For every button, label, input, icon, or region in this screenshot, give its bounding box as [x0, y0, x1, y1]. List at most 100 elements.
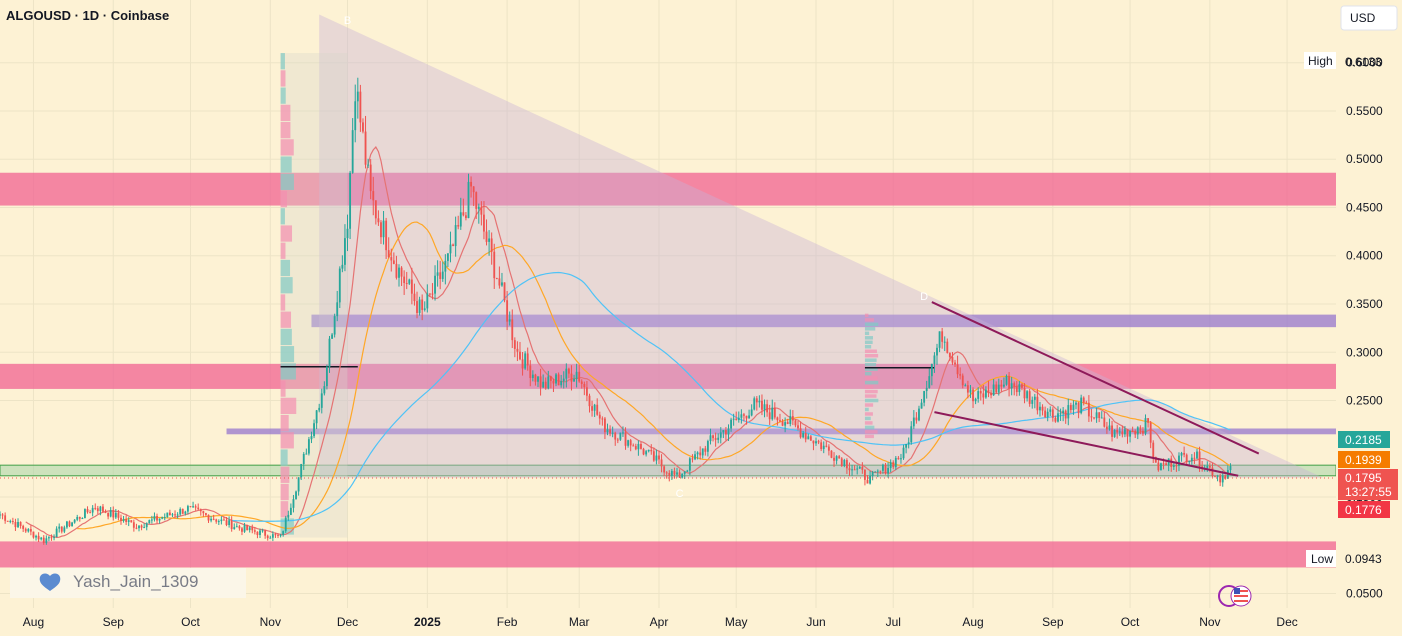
candle[interactable] — [228, 516, 231, 528]
candle[interactable] — [372, 176, 375, 216]
candle[interactable] — [645, 449, 648, 457]
candle[interactable] — [871, 470, 874, 481]
candle[interactable] — [410, 267, 413, 305]
candle[interactable] — [96, 505, 99, 515]
zone-mid-pink[interactable] — [0, 363, 1336, 389]
candle[interactable] — [480, 201, 483, 226]
candle[interactable] — [1057, 406, 1059, 423]
candle[interactable] — [1118, 427, 1121, 437]
candle[interactable] — [354, 84, 357, 143]
candle[interactable] — [153, 512, 156, 522]
candle[interactable] — [359, 84, 362, 132]
candle[interactable] — [86, 506, 89, 514]
candle[interactable] — [959, 367, 962, 380]
candle[interactable] — [112, 506, 115, 521]
candle[interactable] — [776, 416, 779, 426]
candle[interactable] — [984, 386, 987, 399]
candle[interactable] — [235, 523, 238, 528]
candle[interactable] — [706, 439, 709, 457]
candle[interactable] — [915, 412, 918, 424]
candle[interactable] — [516, 341, 519, 362]
candle[interactable] — [380, 220, 382, 244]
candle[interactable] — [552, 378, 555, 392]
candle[interactable] — [6, 520, 9, 522]
candle[interactable] — [63, 525, 66, 534]
candle[interactable] — [802, 430, 805, 439]
candle[interactable] — [1185, 453, 1188, 465]
candle[interactable] — [60, 526, 63, 534]
candle[interactable] — [997, 378, 1000, 396]
candle[interactable] — [694, 450, 696, 461]
candle[interactable] — [71, 521, 74, 527]
candle[interactable] — [1003, 377, 1005, 388]
candle[interactable] — [691, 454, 694, 463]
candle[interactable] — [542, 374, 545, 389]
candle[interactable] — [400, 266, 403, 287]
candle[interactable] — [830, 450, 833, 459]
candle[interactable] — [104, 509, 107, 514]
time-axis[interactable]: Aug Sep Oct Nov Dec 2025 Feb Mar Apr May Jun Jul Aug… — [0, 608, 1336, 636]
candle[interactable] — [364, 115, 367, 169]
candle[interactable] — [622, 426, 624, 437]
candle[interactable] — [1069, 402, 1072, 414]
candle[interactable] — [413, 283, 416, 306]
candle[interactable] — [140, 524, 143, 531]
candle[interactable] — [1196, 448, 1198, 460]
candle[interactable] — [264, 529, 267, 539]
candle[interactable] — [367, 158, 370, 168]
candle[interactable] — [408, 278, 411, 285]
candle[interactable] — [902, 444, 905, 460]
candle[interactable] — [475, 191, 478, 219]
candle[interactable] — [1152, 440, 1155, 463]
candle[interactable] — [349, 170, 352, 240]
candle[interactable] — [171, 512, 174, 518]
candle[interactable] — [277, 533, 279, 539]
candle[interactable] — [403, 270, 406, 295]
candle[interactable] — [995, 381, 998, 394]
candle[interactable] — [253, 527, 256, 535]
candle[interactable] — [356, 77, 359, 119]
candle[interactable] — [207, 514, 210, 523]
candle[interactable] — [292, 494, 295, 513]
candle[interactable] — [467, 173, 470, 219]
candle[interactable] — [773, 402, 776, 420]
candle[interactable] — [681, 473, 684, 479]
candle[interactable] — [920, 398, 923, 409]
candle[interactable] — [66, 520, 68, 529]
candle[interactable] — [732, 413, 735, 426]
candle[interactable] — [781, 419, 784, 427]
candle[interactable] — [979, 387, 982, 401]
candle[interactable] — [557, 372, 560, 386]
candle[interactable] — [297, 477, 300, 496]
candle[interactable] — [807, 433, 810, 440]
falling-wedge[interactable] — [931, 301, 1260, 477]
candle[interactable] — [887, 462, 890, 478]
candle[interactable] — [688, 457, 691, 476]
candle[interactable] — [1131, 426, 1134, 432]
candle[interactable] — [485, 219, 488, 246]
candle[interactable] — [55, 526, 58, 538]
candle[interactable] — [428, 293, 431, 297]
candle[interactable] — [325, 364, 328, 390]
candle[interactable] — [107, 512, 110, 520]
candle[interactable] — [184, 510, 187, 516]
candle[interactable] — [1077, 401, 1080, 419]
candle[interactable] — [289, 503, 292, 516]
candle[interactable] — [948, 352, 951, 361]
candle[interactable] — [186, 504, 189, 515]
candle[interactable] — [493, 243, 496, 289]
candle[interactable] — [490, 232, 493, 265]
candle[interactable] — [637, 440, 640, 456]
candle[interactable] — [446, 253, 449, 268]
candle[interactable] — [1039, 401, 1041, 417]
candle[interactable] — [1144, 414, 1147, 436]
candle[interactable] — [570, 365, 573, 391]
candle[interactable] — [676, 467, 678, 478]
candle[interactable] — [305, 448, 308, 455]
candle[interactable] — [35, 534, 37, 541]
candle[interactable] — [812, 440, 815, 451]
candle[interactable] — [663, 464, 666, 477]
candle[interactable] — [166, 512, 169, 518]
candle[interactable] — [833, 452, 835, 467]
candle[interactable] — [1054, 415, 1057, 423]
